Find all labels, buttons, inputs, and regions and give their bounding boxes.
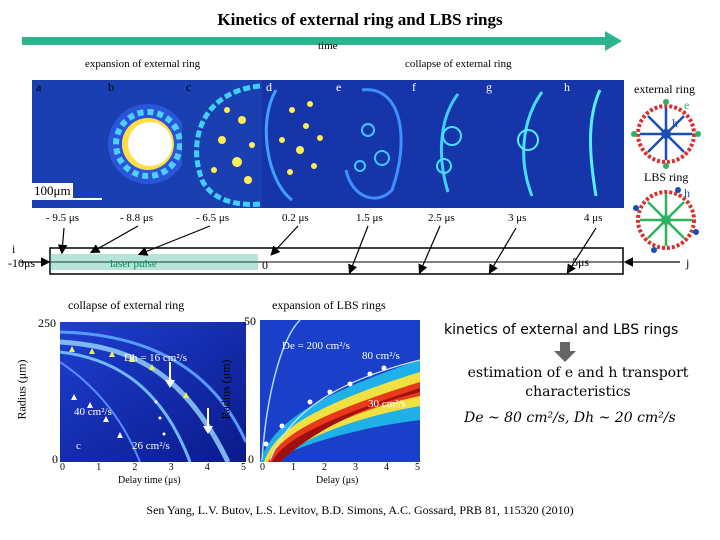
- left-xtick: 3: [168, 462, 174, 473]
- panel-d-image: [264, 89, 323, 202]
- panel-c-image: [194, 83, 261, 207]
- panel-letter-g: g: [486, 80, 492, 94]
- right-xtick: 4: [384, 462, 389, 473]
- right-plot-xticks: 0 1 2 3 4 5: [260, 462, 420, 473]
- left-plot-ymin: 0: [52, 452, 58, 466]
- image-panel-f: f: [408, 80, 482, 208]
- left-annot-40: 40 cm²/s: [74, 406, 112, 418]
- right-xtick: 2: [322, 462, 327, 473]
- right-plot-xlabel: Delay (μs): [316, 475, 359, 486]
- kinetics-heading: kinetics of external and LBS rings: [444, 322, 679, 338]
- diffusion-formula: De ~ 80 cm²/s, Dh ~ 20 cm²/s: [464, 410, 676, 426]
- right-annot-30: 30 cm²/s: [368, 398, 406, 410]
- delay-b: - 8.8 μs: [120, 212, 154, 224]
- right-plot-ylabel: Radius (μm): [218, 359, 233, 420]
- timeline-j-label: j: [686, 256, 690, 270]
- delay-f: 2.5 μs: [428, 212, 455, 224]
- panel-letter-c: c: [186, 80, 192, 94]
- image-panel-g: g: [482, 80, 560, 208]
- right-annot-80: 80 cm²/s: [362, 350, 400, 362]
- right-xtick: 5: [415, 462, 420, 473]
- left-annot-c: c: [76, 440, 81, 452]
- citation: Sen Yang, L.V. Butov, L.S. Levitov, B.D.…: [146, 503, 574, 517]
- time-arrow: [22, 31, 622, 51]
- left-plot-title: collapse of external ring: [68, 298, 185, 312]
- collapse-external-label: collapse of external ring: [405, 58, 512, 70]
- image-panel-c: c: [182, 80, 262, 208]
- left-xtick: 1: [96, 462, 102, 473]
- panel-letter-d: d: [266, 80, 272, 94]
- panel-h-image: [589, 89, 602, 197]
- lbs-ring-label: LBS ring: [644, 170, 689, 184]
- image-panel-h: h: [560, 80, 624, 208]
- left-plot-xlabel: Delay time (μs): [118, 475, 181, 486]
- panel-letter-e: e: [336, 80, 342, 94]
- laser-pulse-label: laser pulse: [110, 258, 157, 270]
- time-label: time: [318, 40, 338, 52]
- right-plot-title: expansion of LBS rings: [272, 298, 386, 312]
- image-panel-e: e: [332, 80, 408, 208]
- right-xtick: 3: [353, 462, 358, 473]
- delay-d: 0.2 μs: [282, 212, 309, 224]
- image-panel-b: b: [104, 80, 182, 208]
- timeline-i-label: i: [12, 242, 16, 256]
- delay-a: - 9.5 μs: [46, 212, 80, 224]
- panel-letter-h: h: [564, 80, 570, 94]
- schematic-e-label: e: [684, 98, 690, 112]
- right-xtick: 0: [260, 462, 265, 473]
- scale-bar: [32, 198, 102, 200]
- left-xtick: 2: [132, 462, 138, 473]
- left-plot-xticks: 0 1 2 3 4 5: [60, 462, 246, 473]
- timeline-graphic: [20, 225, 680, 275]
- schematic-h-label: h: [672, 116, 678, 130]
- expansion-external-label: expansion of external ring: [85, 58, 201, 70]
- left-annot-dh: Dh = 16 cm²/s: [124, 352, 187, 364]
- image-panel-d: d: [262, 80, 332, 208]
- down-arrow-icon: [554, 342, 576, 362]
- left-xtick: 4: [204, 462, 210, 473]
- left-plot-ymax: 250: [38, 316, 56, 330]
- delay-h: 4 μs: [584, 212, 603, 224]
- delay-c: - 6.5 μs: [196, 212, 230, 224]
- schematic-e2-label: e: [662, 210, 668, 224]
- left-annot-26: 26 cm²/s: [132, 440, 170, 452]
- panel-letter-b: b: [108, 80, 114, 94]
- timeline-start: -10μs: [8, 256, 36, 270]
- timeline-end: 5μs: [572, 255, 590, 269]
- estimation-text: estimation of e and h transport characte…: [467, 365, 689, 400]
- left-plot-ylabel: Radius (μm): [14, 359, 29, 420]
- timeline-zero: 0: [262, 258, 268, 272]
- ring-schematic: [631, 99, 701, 253]
- slide-title: Kinetics of external ring and LBS rings: [217, 10, 503, 29]
- left-xtick: 5: [240, 462, 246, 473]
- panel-letter-f: f: [412, 80, 416, 94]
- left-plot-area: [60, 322, 246, 462]
- panel-e-image: [344, 88, 403, 200]
- delay-g: 3 μs: [508, 212, 527, 224]
- right-plot-ymin: 0: [248, 452, 254, 466]
- delay-e: 1.5 μs: [356, 212, 383, 224]
- right-plot-ymax: 50: [244, 314, 256, 328]
- panel-letter-a: a: [36, 80, 42, 94]
- panel-b-image: [108, 104, 182, 184]
- left-xtick: 0: [60, 462, 65, 473]
- right-annot-de: De = 200 cm²/s: [282, 340, 350, 352]
- schematic-h2-label: h: [684, 186, 690, 200]
- right-xtick: 1: [291, 462, 296, 473]
- external-ring-label: external ring: [634, 82, 695, 96]
- panel-f-image: [436, 93, 462, 193]
- scale-bar-label: 100μm: [32, 183, 73, 199]
- panel-g-image: [517, 91, 544, 197]
- right-plot-area: [260, 320, 420, 462]
